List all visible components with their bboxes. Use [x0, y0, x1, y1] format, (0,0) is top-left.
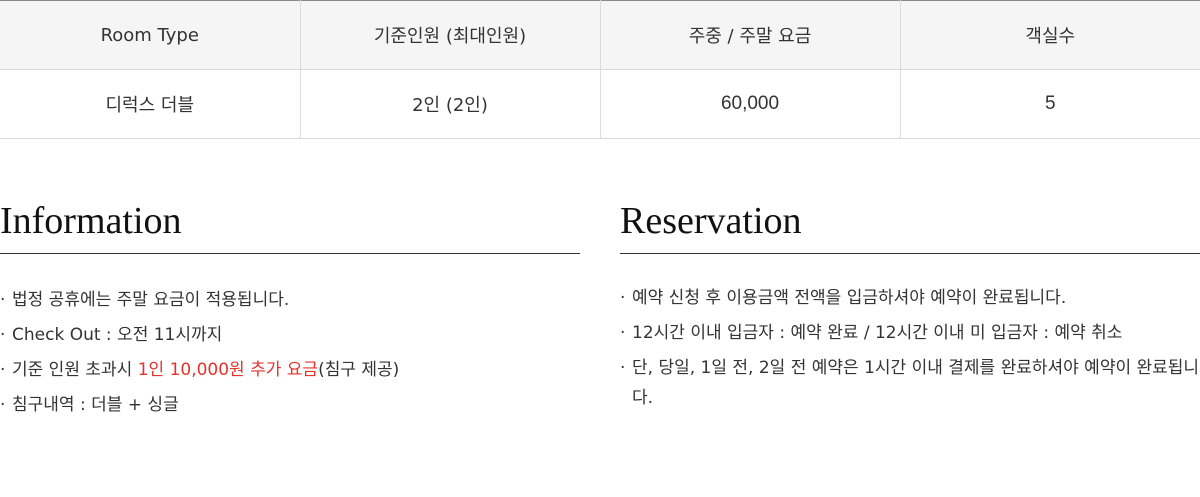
list-item: 12시간 이내 입금자 : 예약 완료 / 12시간 이내 미 입금자 : 예약…: [620, 318, 1200, 348]
table-row: 디럭스 더블 2인 (2인) 60,000 5: [0, 69, 1200, 139]
cell-rate: 60,000: [600, 69, 901, 139]
extra-charge-highlight: 1인 10,000원 추가 요금: [137, 360, 319, 380]
table-header-row: Room Type 기준인원 (최대인원) 주중 / 주말 요금 객실수: [0, 0, 1200, 70]
header-room-type: Room Type: [0, 0, 301, 70]
header-rate: 주중 / 주말 요금: [600, 0, 901, 70]
cell-room-count: 5: [900, 69, 1200, 139]
cell-capacity: 2인 (2인): [300, 69, 601, 139]
cell-room-type: 디럭스 더블: [0, 69, 301, 139]
list-item: 예약 신청 후 이용금액 전액을 입금하셔야 예약이 완료됩니다.: [620, 283, 1200, 313]
list-item: 침구내역 : 더블 + 싱글: [0, 388, 580, 423]
reservation-title: Reservation: [620, 198, 1200, 254]
extra-charge-prefix: 기준 인원 초과시: [12, 360, 138, 380]
information-title: Information: [0, 198, 580, 254]
information-section: Information 법정 공휴에는 주말 요금이 적용됩니다. Check …: [0, 198, 580, 423]
extra-charge-suffix: (침구 제공): [318, 360, 400, 380]
header-room-count: 객실수: [900, 0, 1200, 70]
list-item: 기준 인원 초과시 1인 10,000원 추가 요금(침구 제공): [0, 353, 580, 388]
header-capacity: 기준인원 (최대인원): [300, 0, 601, 70]
list-item: 법정 공휴에는 주말 요금이 적용됩니다.: [0, 283, 580, 318]
list-item: 단, 당일, 1일 전, 2일 전 예약은 1시간 이내 결제를 완료하셔야 예…: [620, 353, 1200, 413]
information-list: 법정 공휴에는 주말 요금이 적용됩니다. Check Out : 오전 11시…: [0, 283, 580, 423]
reservation-section: Reservation 예약 신청 후 이용금액 전액을 입금하셔야 예약이 완…: [620, 198, 1200, 418]
reservation-list: 예약 신청 후 이용금액 전액을 입금하셔야 예약이 완료됩니다. 12시간 이…: [620, 283, 1200, 413]
list-item: Check Out : 오전 11시까지: [0, 318, 580, 353]
room-rate-table: Room Type 기준인원 (최대인원) 주중 / 주말 요금 객실수 디럭스…: [0, 0, 1200, 139]
